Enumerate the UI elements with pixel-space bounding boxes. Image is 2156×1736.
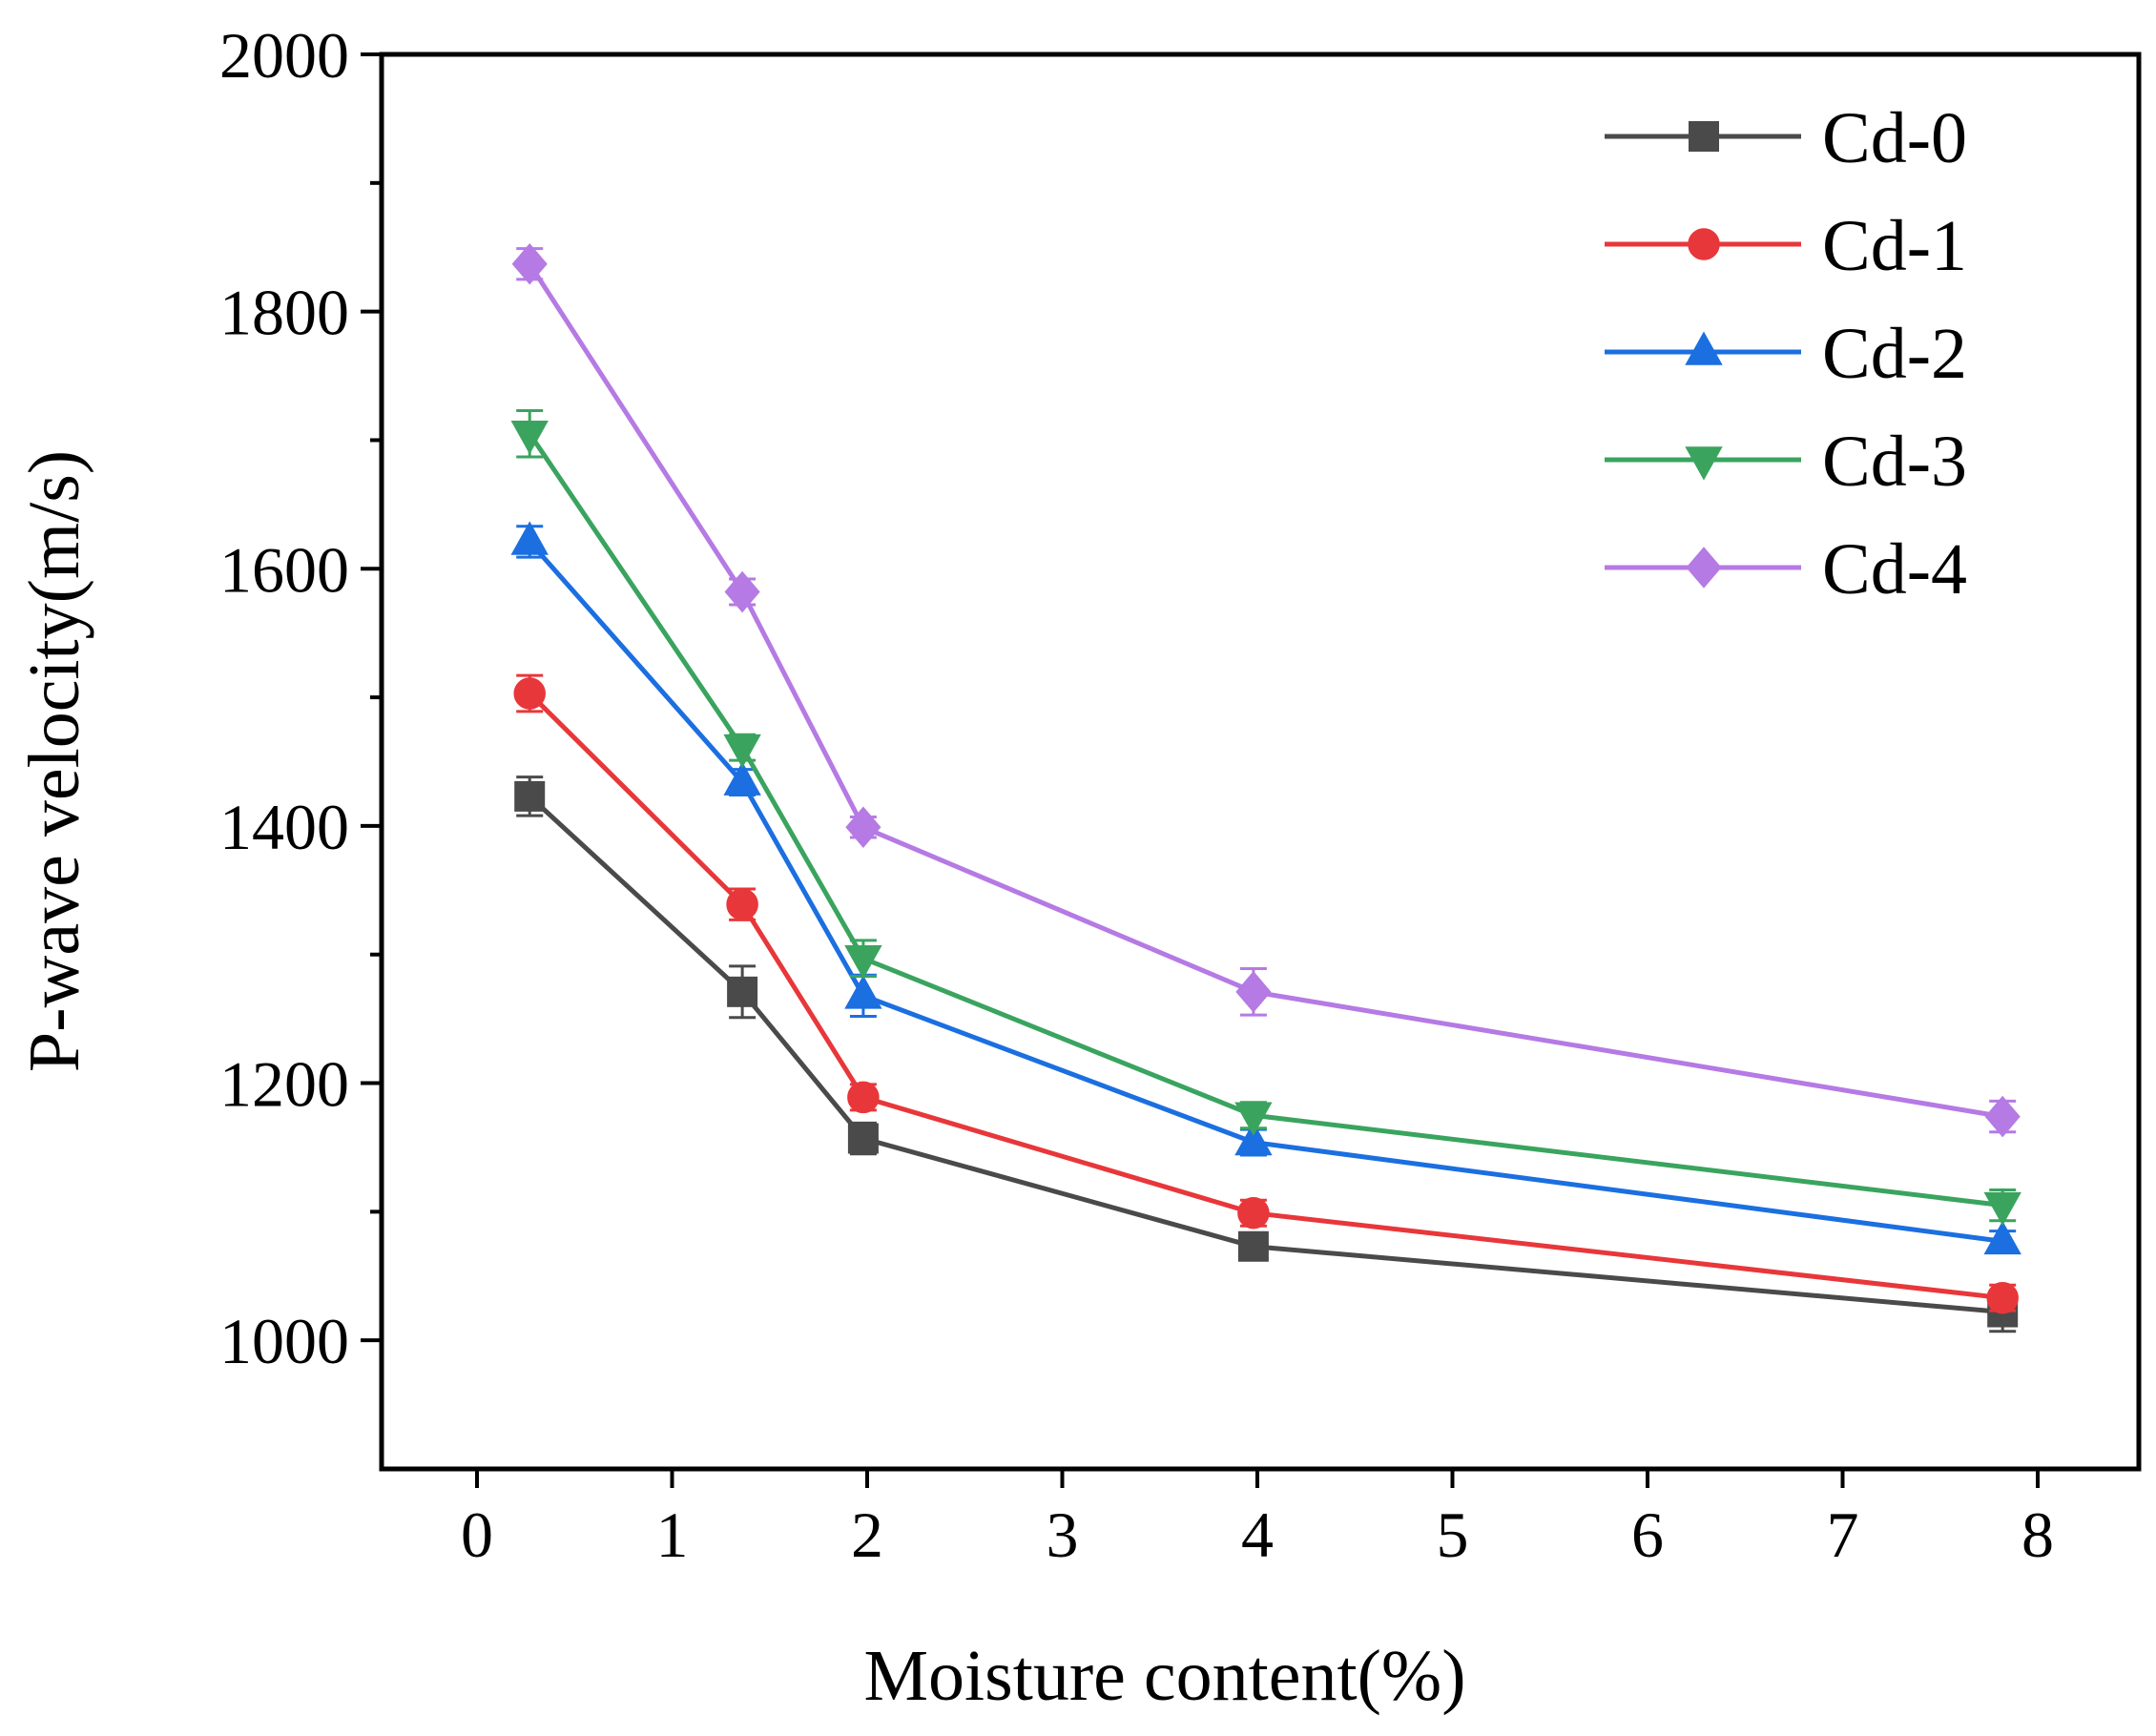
data-point-cd-2: [1234, 1122, 1273, 1156]
x-tick-label-5: 5: [1437, 1498, 1469, 1571]
x-tick-label-4: 4: [1241, 1498, 1274, 1571]
series-cd-0: [514, 775, 2019, 1333]
data-point-cd-1: [513, 677, 546, 710]
x-tick-label-0: 0: [461, 1498, 493, 1571]
data-point-cd-3: [510, 420, 549, 455]
x-tick-label-6: 6: [1631, 1498, 1664, 1571]
data-point-cd-2: [844, 975, 882, 1009]
legend-item-cd-3: Cd-3: [1605, 422, 1967, 502]
data-point-cd-2: [510, 521, 549, 555]
data-point-cd-1: [847, 1081, 880, 1114]
data-point-cd-2: [723, 761, 761, 796]
data-point-cd-0: [847, 1123, 879, 1154]
legend-label-cd-0: Cd-0: [1822, 98, 1967, 178]
y-tick-label-1600: 1600: [219, 533, 349, 606]
x-tick-label-1: 1: [656, 1498, 689, 1571]
x-tick-label-7: 7: [1827, 1498, 1859, 1571]
data-point-cd-1: [726, 888, 758, 920]
legend-item-cd-0: Cd-0: [1605, 98, 1967, 178]
data-point-cd-3: [723, 734, 761, 769]
x-tick-label-8: 8: [2021, 1498, 2054, 1571]
y-tick-label-1200: 1200: [219, 1048, 349, 1121]
y-tick-label-1000: 1000: [219, 1305, 349, 1377]
legend-item-cd-4: Cd-4: [1605, 529, 1967, 610]
legend-label-cd-2: Cd-2: [1822, 314, 1967, 394]
data-point-cd-3: [1234, 1102, 1273, 1136]
plot-area: [379, 52, 2142, 1472]
series-cd-2: [510, 521, 2021, 1255]
series-line-cd-3: [528, 432, 2003, 1209]
x-axis-ticks: 0 1 2 3 4 5 6 7 8: [461, 1469, 2054, 1571]
y-tick-label-2000: 2000: [219, 19, 349, 92]
legend-marker-cd-0: [1689, 121, 1719, 152]
legend-label-cd-1: Cd-1: [1822, 206, 1967, 286]
legend-item-cd-2: Cd-2: [1605, 314, 1967, 394]
x-tick-label-2: 2: [851, 1498, 883, 1571]
data-point-cd-4: [1984, 1095, 2021, 1138]
series-layer: [510, 242, 2021, 1333]
data-point-cd-0: [727, 976, 758, 1007]
data-point-cd-4: [845, 806, 881, 849]
legend-marker-cd-1: [1688, 228, 1720, 260]
y-axis-title: P-wave velocity(m/s): [14, 450, 94, 1072]
legend-marker-cd-2: [1685, 331, 1723, 365]
data-point-cd-3: [844, 945, 882, 980]
series-cd-3: [510, 408, 2021, 1227]
legend-label-cd-4: Cd-4: [1822, 529, 1967, 610]
data-point-cd-2: [1983, 1220, 2021, 1255]
data-point-cd-3: [1983, 1191, 2021, 1227]
legend-label-cd-3: Cd-3: [1822, 422, 1967, 502]
y-tick-label-1800: 1800: [219, 277, 349, 349]
data-point-cd-4: [724, 570, 760, 613]
data-point-cd-1: [1986, 1281, 2019, 1314]
data-point-cd-4: [511, 242, 548, 285]
x-axis-title: Moisture content(%): [863, 1636, 1465, 1716]
legend-marker-cd-3: [1685, 446, 1723, 481]
series-cd-4: [511, 242, 2021, 1138]
y-axis-ticks: 1000 1200 1400 1600 1800 2000: [219, 19, 382, 1377]
legend: Cd-0 Cd-1 Cd-2 Cd-3 Cd-4: [1605, 98, 1967, 610]
x-tick-label-3: 3: [1047, 1498, 1079, 1571]
data-point-cd-0: [1237, 1230, 1269, 1262]
data-point-cd-1: [1237, 1196, 1270, 1230]
y-tick-label-1400: 1400: [219, 791, 349, 863]
series-cd-1: [513, 673, 2019, 1314]
data-point-cd-4: [1235, 971, 1272, 1013]
data-point-cd-0: [514, 780, 546, 812]
legend-item-cd-1: Cd-1: [1605, 206, 1967, 286]
legend-marker-cd-4: [1686, 547, 1722, 589]
